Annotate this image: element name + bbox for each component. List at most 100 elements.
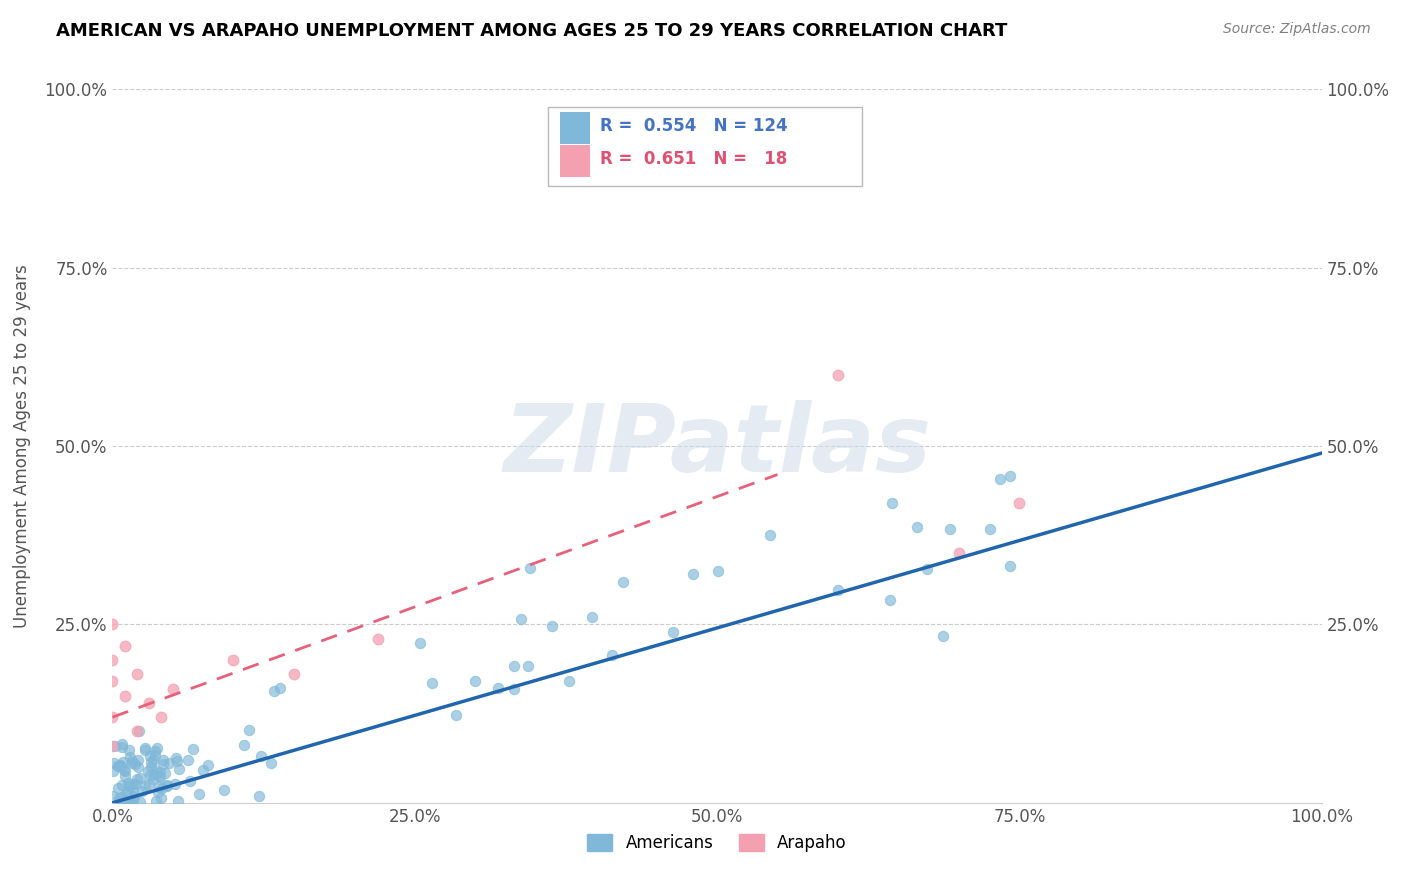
Americans bbox=[238, 723, 260, 737]
Arapaho bbox=[162, 681, 184, 696]
Americans bbox=[420, 676, 443, 690]
Americans bbox=[177, 753, 200, 767]
Americans bbox=[232, 738, 254, 752]
Americans bbox=[124, 757, 146, 772]
Text: AMERICAN VS ARAPAHO UNEMPLOYMENT AMONG AGES 25 TO 29 YEARS CORRELATION CHART: AMERICAN VS ARAPAHO UNEMPLOYMENT AMONG A… bbox=[56, 22, 1008, 40]
Americans bbox=[107, 758, 129, 772]
Americans bbox=[117, 776, 139, 790]
Arapaho bbox=[367, 632, 389, 646]
Americans bbox=[519, 560, 541, 574]
Americans bbox=[197, 758, 219, 772]
Americans bbox=[156, 778, 179, 792]
Americans bbox=[148, 769, 170, 783]
Americans bbox=[117, 788, 139, 802]
Arapaho bbox=[101, 739, 124, 753]
Text: R =  0.651   N =   18: R = 0.651 N = 18 bbox=[600, 150, 787, 168]
Americans bbox=[1000, 469, 1022, 483]
Americans bbox=[1000, 559, 1022, 574]
Arapaho bbox=[948, 546, 970, 560]
Americans bbox=[111, 756, 134, 770]
Americans bbox=[131, 784, 153, 798]
Americans bbox=[138, 777, 160, 791]
Arapaho bbox=[114, 639, 136, 653]
Arapaho bbox=[101, 653, 124, 667]
Americans bbox=[108, 795, 131, 809]
Americans bbox=[141, 755, 163, 769]
Americans bbox=[165, 751, 187, 765]
Americans bbox=[503, 659, 526, 673]
Americans bbox=[152, 753, 174, 767]
Americans bbox=[181, 741, 204, 756]
Americans bbox=[142, 753, 165, 767]
Americans bbox=[111, 790, 134, 805]
Americans bbox=[212, 783, 235, 797]
Americans bbox=[101, 789, 124, 804]
Americans bbox=[979, 522, 1001, 536]
Americans bbox=[118, 743, 141, 757]
Americans bbox=[600, 648, 623, 662]
Americans bbox=[149, 765, 172, 780]
Americans bbox=[510, 612, 533, 626]
Americans bbox=[516, 658, 538, 673]
Americans bbox=[827, 583, 849, 598]
Arapaho bbox=[149, 710, 172, 724]
Americans bbox=[179, 774, 201, 789]
Americans bbox=[142, 767, 165, 781]
Y-axis label: Unemployment Among Ages 25 to 29 years: Unemployment Among Ages 25 to 29 years bbox=[13, 264, 31, 628]
Text: Source: ZipAtlas.com: Source: ZipAtlas.com bbox=[1223, 22, 1371, 37]
Americans bbox=[127, 760, 149, 774]
Americans bbox=[149, 770, 172, 784]
Americans bbox=[143, 744, 166, 758]
Americans bbox=[110, 759, 132, 773]
Arapaho bbox=[125, 667, 148, 681]
Americans bbox=[156, 779, 179, 793]
Americans bbox=[111, 778, 134, 792]
Americans bbox=[247, 789, 270, 803]
Americans bbox=[122, 789, 145, 803]
Americans bbox=[145, 764, 167, 778]
Americans bbox=[103, 756, 125, 771]
Americans bbox=[112, 764, 135, 778]
Americans bbox=[110, 740, 132, 755]
Americans bbox=[128, 723, 150, 738]
Americans bbox=[122, 792, 145, 806]
Americans bbox=[120, 795, 142, 809]
Americans bbox=[127, 772, 149, 787]
Americans bbox=[166, 754, 188, 768]
Americans bbox=[915, 562, 938, 576]
Americans bbox=[111, 737, 134, 751]
Americans bbox=[134, 741, 156, 756]
Americans bbox=[145, 794, 167, 808]
Americans bbox=[148, 780, 170, 794]
Americans bbox=[165, 777, 187, 791]
Text: ZIPatlas: ZIPatlas bbox=[503, 400, 931, 492]
Americans bbox=[143, 747, 166, 762]
Americans bbox=[129, 771, 152, 785]
Americans bbox=[114, 764, 136, 778]
Americans bbox=[905, 520, 928, 534]
Americans bbox=[124, 777, 146, 791]
Americans bbox=[464, 673, 486, 688]
Americans bbox=[557, 674, 579, 689]
Arapaho bbox=[827, 368, 849, 382]
Arapaho bbox=[114, 689, 136, 703]
Text: R =  0.554   N = 124: R = 0.554 N = 124 bbox=[600, 118, 787, 136]
Americans bbox=[444, 708, 467, 723]
Americans bbox=[114, 769, 136, 783]
Americans bbox=[121, 796, 143, 810]
Americans bbox=[139, 768, 162, 782]
Americans bbox=[502, 682, 524, 697]
Americans bbox=[759, 527, 782, 541]
Arapaho bbox=[125, 724, 148, 739]
Americans bbox=[938, 522, 960, 536]
Americans bbox=[150, 790, 173, 805]
Americans bbox=[540, 619, 562, 633]
Americans bbox=[141, 760, 163, 774]
Legend: Americans, Arapaho: Americans, Arapaho bbox=[581, 827, 853, 859]
Americans bbox=[153, 766, 176, 780]
Americans bbox=[118, 779, 141, 793]
Americans bbox=[134, 779, 156, 793]
Americans bbox=[193, 763, 215, 777]
Americans bbox=[269, 681, 291, 696]
Americans bbox=[107, 780, 129, 795]
